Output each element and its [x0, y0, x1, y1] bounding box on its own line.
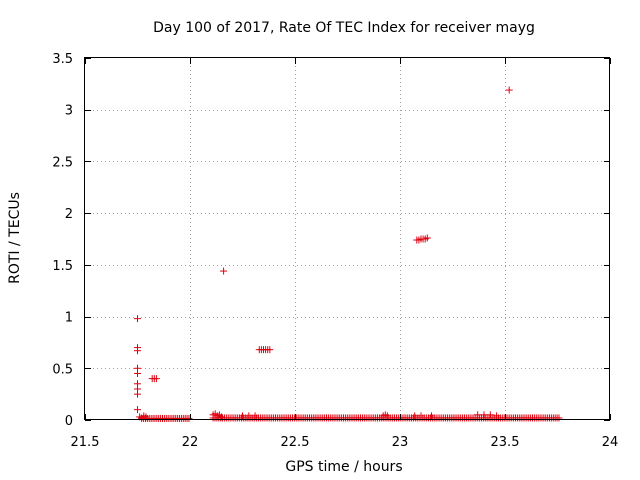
plot-frame — [84, 57, 610, 420]
y-tick-label: 3 — [65, 104, 73, 119]
x-tick-label: 21.5 — [71, 435, 100, 450]
data-point — [220, 267, 228, 275]
data-points — [134, 86, 563, 422]
data-point — [134, 347, 141, 355]
data-point — [134, 315, 141, 323]
x-tick-label: 24 — [602, 435, 619, 450]
x-tick-label: 23.5 — [491, 435, 520, 450]
data-point — [185, 414, 193, 422]
data-point — [134, 406, 141, 414]
data-point — [266, 346, 274, 354]
y-tick-labels: 0 0.5 1 1.5 2 2.5 3 3.5 — [52, 52, 73, 429]
data-point — [134, 369, 141, 377]
data-point — [423, 234, 431, 242]
y-tick-label: 3.5 — [52, 52, 73, 67]
chart-title: Day 100 of 2017, Rate Of TEC Index for r… — [153, 20, 535, 36]
x-axis-label: GPS time / hours — [285, 459, 402, 475]
y-tick-label: 1 — [65, 311, 73, 326]
x-tick-labels: 21.5 22 22.5 23 23.5 24 — [71, 435, 619, 450]
data-point — [134, 390, 141, 398]
data-point — [505, 86, 513, 94]
y-axis-label: ROTI / TECUs — [7, 192, 23, 284]
y-tick-label: 1.5 — [52, 259, 73, 274]
axis-ticks — [85, 58, 611, 421]
x-tick-label: 22.5 — [281, 435, 310, 450]
y-tick-label: 0 — [65, 414, 73, 429]
y-tick-label: 2 — [65, 207, 73, 222]
grid-lines — [85, 58, 610, 420]
x-tick-label: 22 — [182, 435, 199, 450]
y-tick-label: 2.5 — [52, 155, 73, 170]
x-tick-label: 23 — [392, 435, 409, 450]
y-tick-label: 0.5 — [52, 362, 73, 377]
data-point — [555, 414, 563, 422]
data-point — [152, 375, 160, 383]
